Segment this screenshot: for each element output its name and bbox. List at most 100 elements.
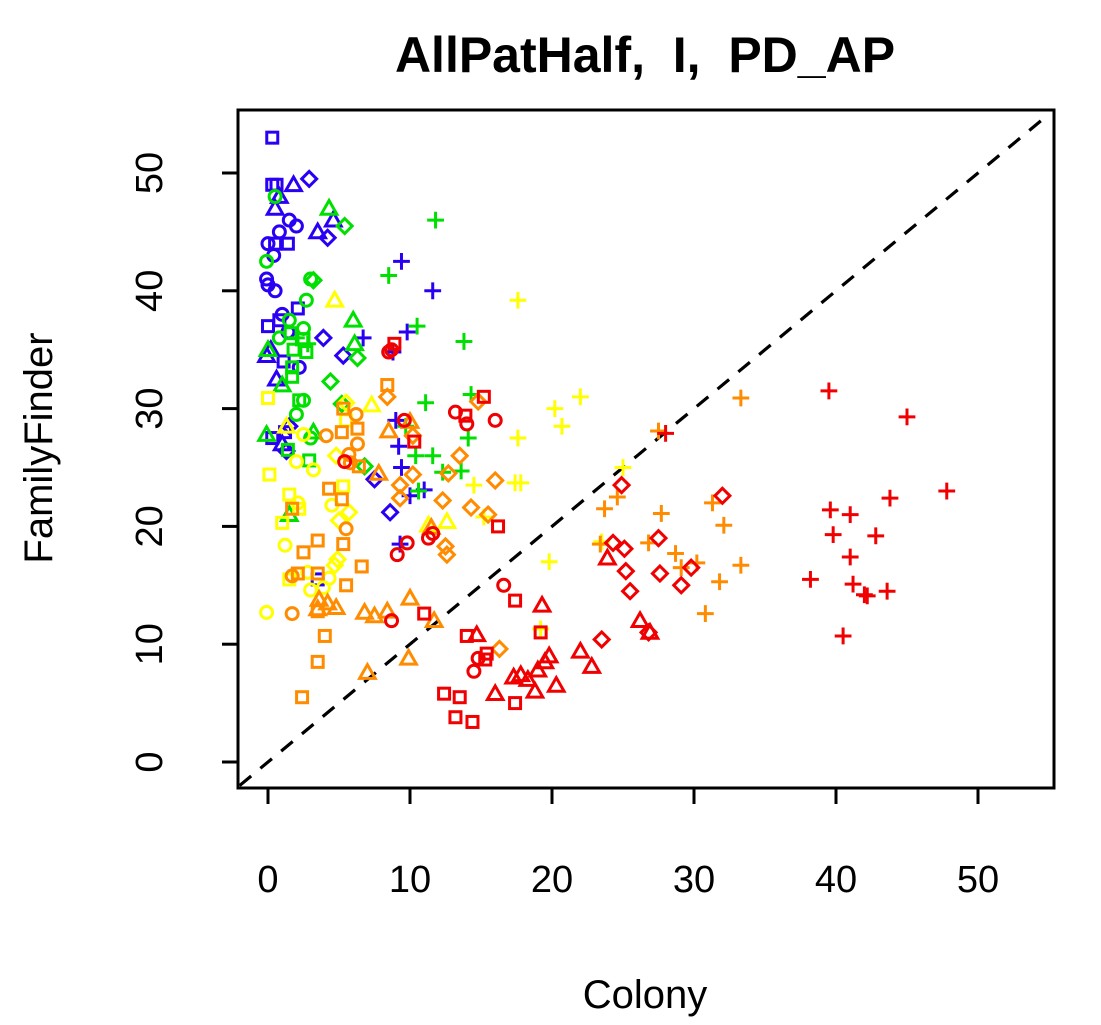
data-point xyxy=(390,488,410,508)
data-point xyxy=(364,469,385,489)
data-point xyxy=(596,500,613,518)
data-point xyxy=(898,408,916,426)
data-point xyxy=(524,680,546,699)
data-point xyxy=(336,393,356,413)
data-point xyxy=(881,489,899,507)
chart-title: AllPatHalf, I, PD_AP xyxy=(395,27,895,83)
data-point xyxy=(433,490,453,511)
data-point xyxy=(338,521,354,537)
data-point xyxy=(299,335,317,353)
data-point xyxy=(508,593,523,608)
data-point xyxy=(347,348,368,368)
data-point xyxy=(281,212,297,228)
data-point xyxy=(459,429,477,447)
data-point xyxy=(672,559,690,577)
data-point xyxy=(354,329,372,347)
data-point xyxy=(380,502,400,522)
data-point xyxy=(310,566,325,581)
data-point xyxy=(396,412,412,428)
data-point xyxy=(417,606,432,621)
data-point xyxy=(407,447,425,465)
data-point xyxy=(322,209,344,228)
y-tick-label: 20 xyxy=(129,505,171,547)
data-point xyxy=(354,456,375,476)
data-point xyxy=(465,714,480,729)
data-point xyxy=(334,425,349,440)
data-point xyxy=(398,647,419,666)
data-point xyxy=(288,406,304,422)
data-point xyxy=(318,228,338,248)
data-point xyxy=(285,501,300,516)
data-point xyxy=(259,271,275,287)
data-point xyxy=(261,319,275,334)
data-point xyxy=(410,482,427,500)
data-point xyxy=(361,394,383,413)
data-point xyxy=(652,505,670,522)
data-point xyxy=(299,169,319,189)
data-point xyxy=(732,389,750,407)
data-point xyxy=(484,682,506,702)
data-point xyxy=(448,710,463,725)
data-point xyxy=(650,563,670,584)
data-point xyxy=(285,360,300,375)
data-point xyxy=(620,581,640,601)
data-point xyxy=(288,454,304,470)
data-point xyxy=(275,515,290,530)
data-point xyxy=(657,424,674,442)
data-point xyxy=(592,629,612,650)
data-point xyxy=(648,528,669,548)
data-point xyxy=(447,404,463,420)
data-point xyxy=(390,437,408,455)
data-point xyxy=(540,553,558,571)
data-point xyxy=(286,342,301,357)
data-point xyxy=(267,283,283,299)
data-point xyxy=(307,221,329,240)
data-point xyxy=(333,345,353,366)
data-point xyxy=(487,412,503,428)
data-point xyxy=(348,406,364,422)
data-point xyxy=(354,601,375,620)
data-point xyxy=(538,645,560,664)
data-point xyxy=(399,587,421,606)
data-point xyxy=(553,417,571,435)
data-point xyxy=(476,389,491,404)
data-point xyxy=(296,427,311,443)
identity-reference-line xyxy=(238,112,1051,787)
data-point xyxy=(305,462,321,478)
data-point xyxy=(387,411,405,429)
data-point xyxy=(841,506,859,524)
data-point xyxy=(638,622,659,643)
data-point xyxy=(339,578,354,593)
data-point xyxy=(368,462,390,481)
data-point xyxy=(284,568,300,584)
data-point xyxy=(403,464,423,485)
data-point xyxy=(334,492,349,507)
data-point xyxy=(262,467,277,482)
data-point xyxy=(570,640,591,659)
data-point xyxy=(478,652,493,667)
data-point xyxy=(867,527,885,545)
data-point xyxy=(326,446,346,466)
data-point xyxy=(496,577,512,593)
data-point xyxy=(509,291,527,309)
x-tick-label: 30 xyxy=(673,859,715,901)
x-tick-label: 20 xyxy=(531,859,573,901)
data-point xyxy=(681,558,701,578)
data-point xyxy=(667,545,684,562)
data-point xyxy=(318,428,334,444)
data-point xyxy=(298,292,314,308)
data-point xyxy=(452,690,467,705)
data-point xyxy=(503,666,525,685)
data-point xyxy=(291,359,307,375)
x-tick-label: 0 xyxy=(257,859,278,901)
data-point xyxy=(377,387,397,407)
data-point xyxy=(264,197,286,216)
data-point xyxy=(715,516,733,534)
data-point xyxy=(318,197,340,216)
data-point xyxy=(300,564,316,580)
data-point xyxy=(403,426,423,446)
data-point xyxy=(458,408,473,423)
data-point xyxy=(533,625,548,640)
data-point xyxy=(491,519,506,534)
data-point xyxy=(614,459,632,476)
